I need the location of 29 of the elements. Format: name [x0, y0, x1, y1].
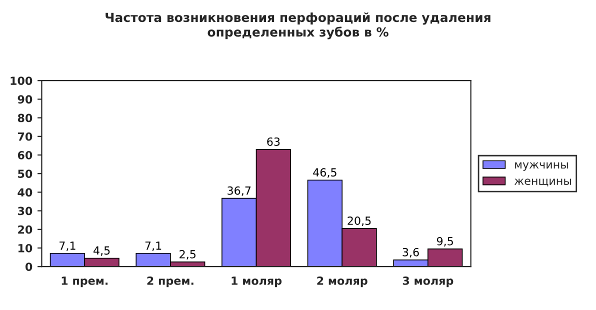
- data-label: 46,5: [313, 168, 336, 178]
- data-label: 2,5: [180, 250, 196, 260]
- x-tick-label: 1 моляр: [232, 276, 282, 288]
- data-label: 20,5: [348, 216, 371, 226]
- data-label: 7,1: [145, 242, 162, 251]
- y-tick-label: 80: [18, 114, 32, 122]
- chart-title: Частота возникновения перфораций после удаления определенных зубов в %: [106, 12, 490, 40]
- data-label: 7,1: [60, 242, 76, 251]
- x-tick-label: 2 прем.: [147, 276, 194, 288]
- y-tick-label: 60: [18, 150, 32, 160]
- y-tick-label: 30: [18, 206, 32, 216]
- y-tick-label: 10: [18, 244, 32, 252]
- y-tick-label: 50: [18, 170, 32, 178]
- y-tick-label: 20: [18, 225, 32, 234]
- data-label: 36,7: [228, 186, 251, 196]
- data-label: 63: [267, 137, 280, 146]
- x-tick-label: 1 прем.: [62, 276, 108, 288]
- legend-label: женщины: [514, 178, 571, 186]
- y-tick-label: 0: [25, 262, 32, 271]
- legend-label: мужчины: [515, 162, 568, 171]
- y-tick-label: 70: [18, 132, 32, 141]
- data-label: 3,6: [402, 248, 419, 258]
- x-tick-label: 3 моляр: [402, 276, 454, 288]
- y-tick-label: 100: [10, 76, 32, 85]
- data-label: 4,5: [94, 246, 110, 256]
- y-tick-label: 40: [18, 188, 32, 197]
- data-label: 9,5: [436, 236, 453, 247]
- y-tick-label: 90: [18, 95, 32, 104]
- x-tick-label: 2 моляр: [317, 276, 368, 288]
